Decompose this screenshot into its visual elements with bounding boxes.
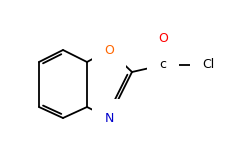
Text: N: N [104,111,114,124]
Text: O: O [158,31,168,45]
Text: O: O [104,44,114,56]
Text: c: c [160,59,166,72]
Text: Cl: Cl [202,59,214,72]
